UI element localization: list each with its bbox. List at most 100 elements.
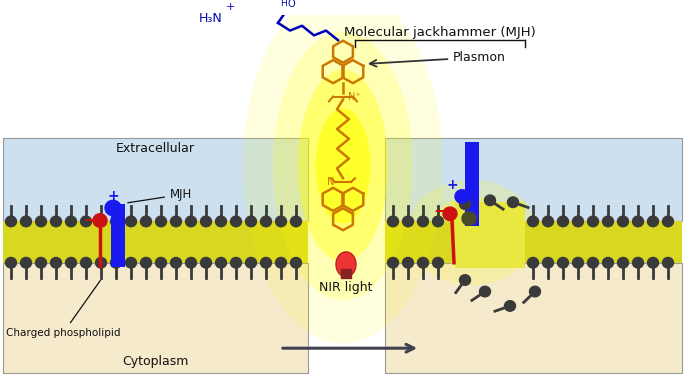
Circle shape [443, 207, 457, 221]
Circle shape [110, 257, 121, 268]
Bar [385, 221, 455, 263]
Text: Extracellular: Extracellular [116, 142, 195, 155]
Ellipse shape [447, 211, 497, 254]
Circle shape [455, 190, 469, 203]
Circle shape [171, 257, 182, 268]
Circle shape [632, 216, 643, 227]
Bar [385, 263, 682, 373]
Bar [111, 204, 125, 267]
Circle shape [417, 257, 429, 268]
Circle shape [245, 216, 256, 227]
Ellipse shape [407, 180, 537, 285]
Circle shape [260, 257, 271, 268]
Circle shape [388, 257, 399, 268]
Circle shape [66, 216, 77, 227]
Circle shape [95, 216, 106, 227]
Circle shape [155, 216, 166, 227]
Circle shape [504, 301, 516, 311]
Text: +: + [107, 188, 119, 202]
Circle shape [603, 216, 614, 227]
Circle shape [5, 216, 16, 227]
Ellipse shape [316, 108, 371, 223]
Ellipse shape [298, 70, 388, 262]
Circle shape [588, 216, 599, 227]
Circle shape [617, 216, 629, 227]
Circle shape [275, 257, 286, 268]
Circle shape [21, 216, 32, 227]
Circle shape [201, 257, 212, 268]
Text: −: − [433, 201, 447, 219]
Circle shape [573, 216, 584, 227]
Circle shape [95, 257, 106, 268]
Text: O: O [288, 0, 296, 9]
Text: N⁺: N⁺ [348, 92, 360, 101]
Circle shape [558, 216, 569, 227]
Bar [465, 142, 479, 226]
Text: N: N [327, 177, 335, 187]
Circle shape [543, 216, 553, 227]
Circle shape [81, 216, 92, 227]
Circle shape [573, 257, 584, 268]
Text: MJH: MJH [127, 188, 192, 203]
Circle shape [662, 257, 673, 268]
Circle shape [93, 214, 107, 227]
Circle shape [36, 257, 47, 268]
Text: H: H [280, 0, 287, 8]
Circle shape [388, 216, 399, 227]
Circle shape [417, 216, 429, 227]
Circle shape [110, 216, 121, 227]
Circle shape [530, 286, 540, 297]
Circle shape [508, 197, 519, 207]
Circle shape [403, 216, 414, 227]
Circle shape [201, 216, 212, 227]
Ellipse shape [273, 31, 413, 300]
Circle shape [460, 199, 471, 210]
Text: +: + [446, 178, 458, 192]
Circle shape [125, 216, 136, 227]
Circle shape [155, 257, 166, 268]
Circle shape [245, 257, 256, 268]
Circle shape [432, 257, 443, 268]
Circle shape [588, 257, 599, 268]
Circle shape [290, 257, 301, 268]
Bar [455, 202, 525, 268]
Bar [3, 221, 308, 263]
Text: H₃N: H₃N [199, 12, 223, 25]
Circle shape [527, 216, 538, 227]
Circle shape [647, 257, 658, 268]
Text: Plasmon: Plasmon [370, 51, 506, 67]
Circle shape [51, 216, 62, 227]
Circle shape [186, 257, 197, 268]
Circle shape [66, 257, 77, 268]
Bar [385, 138, 682, 221]
Circle shape [662, 216, 673, 227]
Circle shape [216, 257, 227, 268]
Circle shape [140, 216, 151, 227]
Text: +: + [226, 2, 236, 12]
Text: Molecular jackhammer (MJH): Molecular jackhammer (MJH) [344, 26, 536, 40]
Circle shape [558, 257, 569, 268]
Circle shape [186, 216, 197, 227]
Circle shape [462, 212, 476, 225]
Text: −: − [83, 210, 97, 228]
Circle shape [275, 216, 286, 227]
Circle shape [432, 216, 443, 227]
Circle shape [105, 200, 121, 216]
Circle shape [5, 257, 16, 268]
Circle shape [543, 257, 553, 268]
Bar [3, 263, 308, 373]
Circle shape [460, 275, 471, 285]
Circle shape [51, 257, 62, 268]
Circle shape [36, 216, 47, 227]
Circle shape [647, 216, 658, 227]
Text: Charged phospholipid: Charged phospholipid [6, 280, 121, 338]
Circle shape [484, 195, 495, 205]
Circle shape [230, 257, 242, 268]
Circle shape [216, 216, 227, 227]
Ellipse shape [243, 0, 443, 343]
Ellipse shape [336, 252, 356, 277]
Circle shape [81, 257, 92, 268]
Circle shape [403, 257, 414, 268]
Circle shape [290, 216, 301, 227]
Bar [3, 138, 308, 221]
